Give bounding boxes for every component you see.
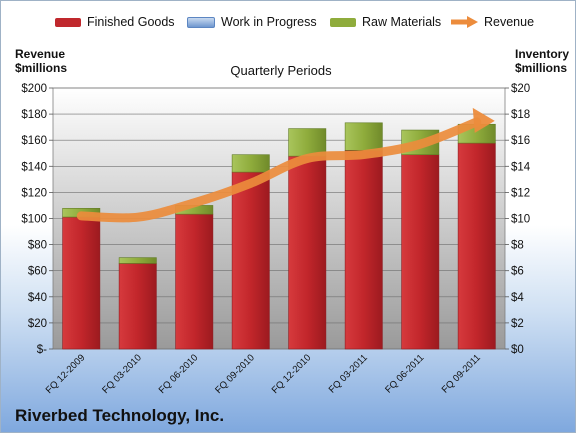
left-tick-label: $200 — [21, 83, 47, 95]
legend-raw-materials: Raw Materials — [330, 15, 441, 29]
right-axis-title-line2: $millions — [515, 61, 568, 75]
legend-finished-goods: Finished Goods — [55, 15, 175, 29]
legend-swatch-work-in-progress — [187, 16, 215, 28]
left-axis-title-line1: Revenue — [15, 47, 66, 61]
bar-raw-materials — [118, 257, 157, 264]
legend-revenue: Revenue — [449, 15, 534, 29]
revenue-line — [76, 117, 482, 223]
legend-swatch-raw-materials — [330, 17, 356, 27]
bar-finished-goods — [457, 142, 496, 350]
bar-finished-goods — [401, 154, 440, 350]
right-tick-label: $10 — [511, 214, 530, 226]
right-axis-title: Inventory $millions — [515, 47, 569, 75]
legend-work-in-progress: Work in Progress — [187, 15, 317, 29]
revenue-arrowhead — [472, 107, 495, 133]
left-tick-label: $140 — [21, 161, 47, 173]
x-tick-label: FQ 06-2011 — [383, 352, 426, 395]
left-tick-label: $20 — [28, 318, 47, 330]
x-tick-label: FQ 12-2009 — [44, 352, 88, 396]
bar-finished-goods — [62, 216, 101, 350]
legend-label-work-in-progress: Work in Progress — [221, 15, 317, 29]
right-tick-label: $18 — [511, 109, 530, 121]
left-tick-label: $160 — [21, 135, 47, 147]
bar-raw-materials — [344, 122, 383, 151]
bar-finished-goods — [175, 213, 214, 350]
right-tick-label: $4 — [511, 292, 524, 304]
legend-arrow-icon — [451, 16, 478, 28]
bar-raw-materials — [288, 128, 327, 157]
right-tick-label: $20 — [511, 83, 530, 95]
legend: Finished Goods Work in Progress Raw Mate… — [1, 15, 575, 35]
x-tick-label: FQ 09-2011 — [440, 352, 483, 395]
x-tick-label: FQ 12-2010 — [270, 352, 314, 396]
bar-finished-goods — [344, 150, 383, 350]
right-tick-label: $14 — [511, 161, 531, 173]
left-tick-label: $80 — [28, 240, 47, 252]
bar-finished-goods — [231, 171, 270, 350]
plot-area: $- $0 $20 $2 $40 $4 $60 $6 $80 $8 $100 $10 $120 $12 $1… — [21, 63, 530, 396]
bar-finished-goods — [118, 263, 157, 350]
legend-label-raw-materials: Raw Materials — [362, 15, 442, 29]
right-tick-label: $2 — [511, 318, 524, 330]
x-tick-label: FQ 03-2011 — [327, 352, 370, 395]
left-tick-label: $- — [37, 344, 47, 356]
right-axis-title-line1: Inventory — [515, 47, 570, 61]
left-tick-label: $180 — [21, 109, 47, 121]
right-tick-label: $0 — [511, 344, 524, 356]
right-tick-label: $6 — [511, 266, 524, 278]
bar-raw-materials — [231, 154, 270, 173]
left-axis-title: Revenue $millions — [15, 47, 67, 75]
legend-label-revenue: Revenue — [484, 15, 535, 29]
x-tick-label: FQ 06-2010 — [157, 352, 201, 396]
left-tick-label: $100 — [21, 214, 47, 226]
left-tick-label: $40 — [28, 292, 47, 304]
bar-finished-goods — [288, 155, 327, 350]
right-tick-label: $12 — [511, 187, 530, 199]
legend-swatch-finished-goods — [55, 17, 81, 27]
chart-subtitle: Quarterly Periods — [230, 63, 332, 78]
left-tick-label: $120 — [21, 187, 47, 199]
right-tick-label: $8 — [511, 240, 524, 252]
legend-label-finished-goods: Finished Goods — [87, 15, 175, 29]
left-tick-label: $60 — [28, 266, 47, 278]
x-tick-label: FQ 09-2010 — [213, 352, 257, 396]
left-axis-title-line2: $millions — [15, 61, 68, 75]
company-name: Riverbed Technology, Inc. — [15, 406, 225, 425]
x-tick-label: FQ 03-2010 — [100, 352, 144, 396]
right-tick-label: $16 — [511, 135, 530, 147]
